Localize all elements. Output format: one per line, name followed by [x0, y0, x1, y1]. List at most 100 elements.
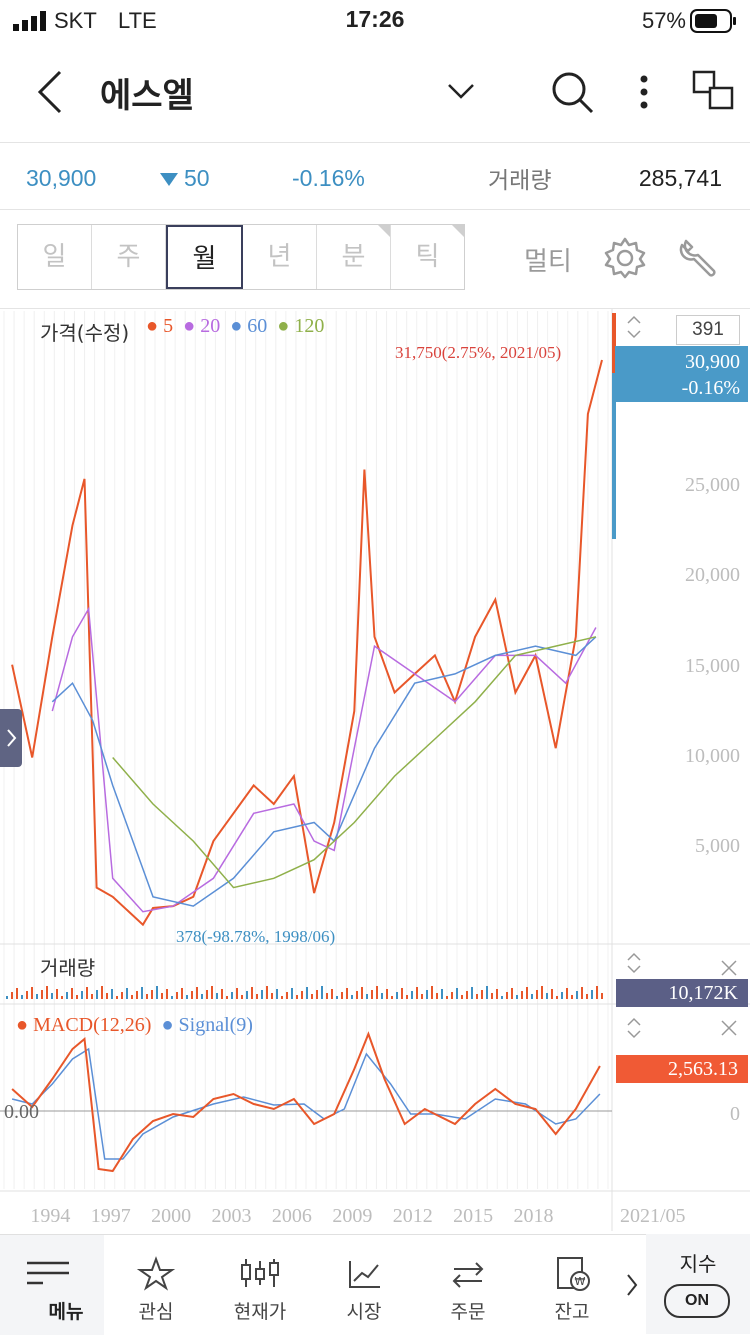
volume-bar: [451, 992, 453, 999]
series-line-5: [11, 359, 603, 927]
volume-bar: [196, 987, 198, 999]
signal-line: [11, 1047, 601, 1160]
volume-bar: [236, 988, 238, 999]
tab-year[interactable]: 년: [243, 225, 317, 289]
trend-chart-icon: [349, 1261, 380, 1288]
tab-minute[interactable]: 분: [317, 225, 391, 289]
more-icon[interactable]: [636, 74, 652, 110]
nav-current-price[interactable]: 현재가: [208, 1235, 312, 1335]
volume-bar: [536, 990, 538, 999]
max-annotation: 31,750(2.75%, 2021/05): [395, 343, 562, 362]
multi-window-icon[interactable]: [692, 70, 736, 112]
volume-bar: [571, 995, 573, 999]
volume-bar: [291, 988, 293, 999]
chevron-right-icon: [7, 729, 17, 747]
nav-menu[interactable]: 메뉴: [0, 1235, 104, 1335]
macd-value-box: 2,563.13: [616, 1055, 748, 1083]
network-type: LTE: [118, 8, 157, 33]
x-tick-label: 2009: [332, 1205, 373, 1227]
volume-bar: [601, 993, 603, 999]
volume-bar: [166, 989, 168, 999]
volume-bar: [271, 993, 273, 999]
volume-bar: [321, 986, 323, 999]
volume-bar: [126, 988, 128, 999]
volume-bar: [141, 987, 143, 999]
volume-bar: [101, 986, 103, 999]
volume-bar: [561, 992, 563, 999]
tab-month[interactable]: 월: [166, 225, 243, 289]
volume-bar: [566, 988, 568, 999]
ma-60-label: 60: [247, 315, 268, 337]
volume-bar: [146, 994, 148, 999]
volume-bar: [366, 994, 368, 999]
volume-bar: [471, 987, 473, 999]
volume-bar: [481, 990, 483, 999]
nav-favorites[interactable]: 관심: [104, 1235, 208, 1335]
volume-bar: [116, 996, 118, 999]
collapse-up-icon: [627, 315, 641, 324]
visible-count-box[interactable]: 391: [676, 315, 740, 345]
volume-bar: [221, 989, 223, 999]
tab-day[interactable]: 일: [18, 225, 92, 289]
ma-5-label: 5: [163, 315, 174, 337]
tab-tick[interactable]: 틱: [391, 225, 464, 289]
gear-icon[interactable]: [604, 237, 646, 279]
price-panel-title: 가격(수정): [40, 321, 130, 345]
volume-bar: [61, 996, 63, 999]
search-icon[interactable]: [550, 70, 594, 114]
macd-legend: ● MACD(12,26) ● Signal(9): [16, 1014, 253, 1036]
stock-chart[interactable]: [0, 309, 750, 1231]
price-change-percent: -0.16%: [292, 165, 365, 191]
volume-bar: [226, 996, 228, 999]
signal-label: Signal(9): [178, 1014, 253, 1036]
volume-bar: [261, 990, 263, 999]
expand-handle[interactable]: [0, 709, 22, 767]
index-on-toggle[interactable]: ON: [664, 1284, 730, 1318]
volume-bar: [576, 991, 578, 999]
nav-balance[interactable]: ₩ 잔고: [520, 1235, 624, 1335]
volume-bar: [361, 987, 363, 999]
nav-market[interactable]: 시장: [312, 1235, 416, 1335]
volume-bar: [346, 988, 348, 999]
volume-bar: [296, 995, 298, 999]
volume-bar: [506, 992, 508, 999]
volume-value: 285,741: [638, 165, 722, 191]
volume-bar: [186, 995, 188, 999]
y-tick: 5,000: [695, 835, 740, 857]
chevron-right-icon[interactable]: [624, 1271, 640, 1299]
volume-bar: [206, 990, 208, 999]
wrench-icon[interactable]: [678, 237, 720, 279]
volume-bar: [136, 991, 138, 999]
y-tick: 25,000: [685, 474, 740, 496]
volume-bar: [56, 989, 58, 999]
volume-bar: [241, 995, 243, 999]
volume-bar: [246, 991, 248, 999]
volume-bar: [211, 986, 213, 999]
volume-bar: [371, 990, 373, 999]
nav-menu-label: 메뉴: [48, 1301, 84, 1323]
chevron-down-icon[interactable]: [447, 82, 475, 100]
volume-bar: [386, 989, 388, 999]
volume-bar: [256, 994, 258, 999]
nav-favorites-label: 관심: [138, 1301, 174, 1323]
back-icon[interactable]: [36, 70, 66, 114]
volume-bar: [281, 996, 283, 999]
nav-order[interactable]: 주문: [416, 1235, 520, 1335]
volume-bar: [421, 994, 423, 999]
x-tick-label: 2006: [271, 1205, 312, 1227]
volume-bar: [191, 991, 193, 999]
volume-bar: [306, 987, 308, 999]
min-annotation: 378(-98.78%, 1998/06): [176, 927, 336, 946]
ma-20-label: 20: [200, 315, 221, 337]
volume-bar: [341, 992, 343, 999]
volume-bar: [81, 991, 83, 999]
tab-week[interactable]: 주: [92, 225, 166, 289]
x-tick-label: 1997: [90, 1205, 131, 1227]
volume-bar: [456, 988, 458, 999]
x-tick-label: 2000: [151, 1205, 192, 1227]
price-change: 50: [184, 165, 210, 191]
volume-bar: [591, 990, 593, 999]
multi-button[interactable]: 멀티: [524, 247, 572, 277]
volume-bar: [11, 992, 13, 999]
volume-bar: [546, 993, 548, 999]
